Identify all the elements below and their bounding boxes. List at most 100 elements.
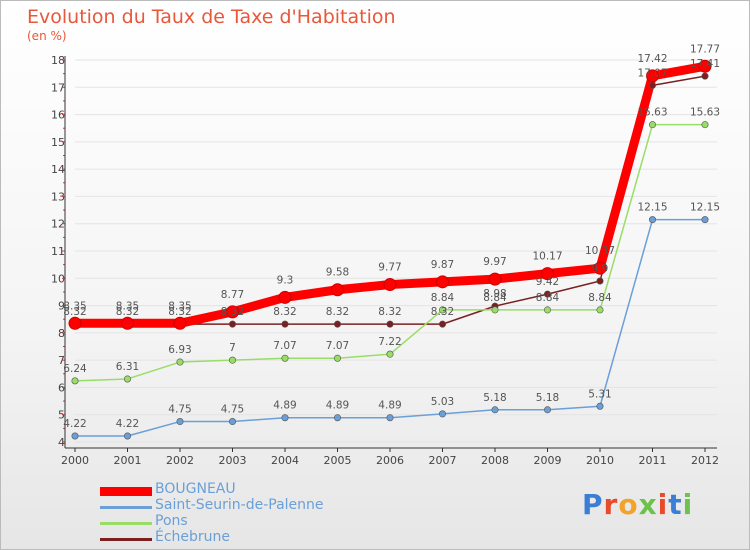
data-point [488, 272, 502, 286]
data-point [173, 316, 187, 330]
data-point [596, 277, 604, 285]
data-point [648, 216, 656, 224]
data-point [333, 414, 341, 422]
x-tick-label: 2004 [271, 454, 299, 467]
y-tick-label: 12 [51, 218, 65, 231]
data-label: 17.77 [690, 43, 720, 55]
data-label: 8.32 [431, 306, 454, 318]
x-tick-label: 2003 [219, 454, 247, 467]
data-point [331, 283, 344, 297]
data-point [281, 320, 289, 328]
y-tick-label: 15 [51, 136, 65, 149]
data-point [543, 290, 551, 298]
data-label: 8.32 [221, 306, 244, 318]
data-point [124, 375, 132, 383]
data-point [541, 267, 554, 281]
data-label: 8.32 [168, 306, 191, 318]
x-tick-label: 2002 [166, 454, 194, 467]
data-point [229, 320, 237, 328]
y-tick-label: 17 [51, 81, 65, 94]
data-point [438, 320, 446, 328]
data-point [491, 406, 499, 414]
x-tick-label: 2010 [586, 454, 614, 467]
data-label: 5.18 [536, 392, 559, 404]
x-tick-label: 2006 [376, 454, 404, 467]
data-point [176, 418, 184, 426]
data-point [229, 418, 237, 426]
x-tick-label: 2008 [481, 454, 509, 467]
data-label: 8.35 [168, 300, 191, 312]
data-point [648, 81, 656, 89]
x-tick-label: 2009 [534, 454, 562, 467]
y-tick-label: 13 [51, 190, 65, 203]
data-label: 4.89 [378, 400, 401, 412]
data-label: 4.75 [221, 404, 244, 416]
data-label: 6.24 [63, 363, 87, 375]
data-label: 7.07 [273, 340, 296, 352]
data-point [701, 121, 709, 129]
data-label: 9.58 [326, 267, 349, 279]
data-label: 4.22 [63, 418, 86, 430]
data-point [646, 69, 659, 83]
data-label: 4.89 [273, 400, 296, 412]
data-point [121, 316, 134, 330]
data-label: 4.75 [168, 404, 191, 416]
data-point [68, 316, 82, 330]
data-label: 7 [229, 342, 236, 354]
y-tick-label: 9 [58, 300, 65, 313]
y-tick-label: 11 [51, 245, 65, 258]
data-point [596, 306, 604, 314]
data-label: 5.18 [483, 392, 506, 404]
data-label: 9.3 [277, 274, 294, 286]
x-tick-label: 2011 [639, 454, 667, 467]
data-point [281, 414, 289, 422]
data-label: 15.63 [690, 107, 720, 119]
data-label: 8.32 [116, 306, 139, 318]
y-tick-label: 6 [58, 381, 65, 394]
data-label: 8.84 [431, 292, 455, 304]
data-label: 8.32 [273, 306, 296, 318]
data-point [543, 406, 551, 414]
x-tick-label: 2012 [691, 454, 719, 467]
y-tick-label: 18 [51, 54, 65, 67]
data-label: 15.63 [637, 107, 667, 119]
logo-letter: i [682, 488, 694, 521]
chart-subtitle: (en %) [27, 29, 67, 43]
data-label: 8.84 [483, 292, 507, 304]
logo-letter: P [582, 488, 604, 521]
data-point [281, 354, 289, 362]
logo-letter: t [668, 488, 683, 521]
y-tick-label: 8 [58, 327, 65, 340]
data-label: 8.32 [378, 306, 401, 318]
data-point [701, 216, 709, 224]
data-label: 10.17 [532, 251, 562, 263]
y-tick-label: 14 [51, 163, 65, 176]
data-label: 8.84 [536, 292, 560, 304]
data-point [71, 432, 79, 440]
data-label: 7.07 [326, 340, 349, 352]
data-label: 12.15 [637, 202, 667, 214]
data-label: 9.87 [431, 259, 454, 271]
data-label: 8.77 [221, 289, 244, 301]
data-point [333, 320, 341, 328]
logo-letter: r [603, 488, 619, 521]
chart-title: Evolution du Taux de Taxe d'Habitation [27, 6, 396, 28]
data-label: 17.41 [690, 58, 720, 70]
x-tick-label: 2007 [429, 454, 457, 467]
x-tick-label: 2005 [324, 454, 352, 467]
logo-letter: o [618, 488, 639, 521]
data-label: 8.35 [116, 300, 139, 312]
legend-label: Pons [155, 513, 188, 529]
data-point [543, 306, 551, 314]
legend-label: Saint-Seurin-de-Palenne [155, 497, 324, 513]
data-point [386, 350, 394, 358]
data-point [226, 305, 239, 319]
y-tick-label: 7 [58, 354, 65, 367]
data-label: 6.93 [168, 344, 191, 356]
data-point [596, 402, 604, 410]
y-tick-label: 10 [51, 272, 65, 285]
data-label: 8.32 [326, 306, 349, 318]
data-point [176, 358, 184, 366]
data-point [701, 72, 709, 80]
